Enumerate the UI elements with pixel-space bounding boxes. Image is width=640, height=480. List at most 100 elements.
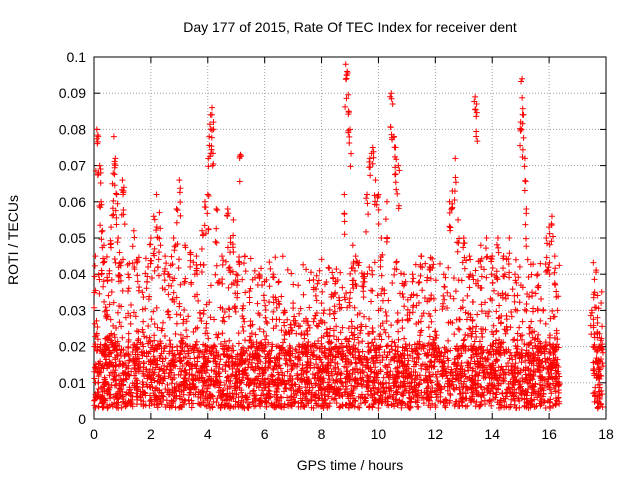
data-point	[308, 269, 315, 276]
data-point	[403, 373, 410, 380]
data-point	[413, 302, 420, 309]
data-point	[94, 336, 101, 343]
data-point	[590, 366, 597, 373]
data-point	[112, 363, 119, 370]
data-point	[531, 336, 538, 343]
data-point	[101, 298, 108, 305]
data-point	[507, 324, 514, 331]
data-point	[240, 367, 247, 374]
data-point	[355, 262, 362, 269]
data-point	[198, 269, 205, 276]
data-point	[109, 403, 116, 410]
data-point	[304, 353, 311, 360]
data-point	[149, 366, 156, 373]
data-point	[489, 253, 496, 260]
data-point	[178, 368, 185, 375]
data-point	[505, 359, 512, 366]
data-point	[500, 255, 507, 262]
data-point	[352, 397, 359, 404]
data-point	[242, 289, 249, 296]
data-point	[160, 319, 167, 326]
data-point	[108, 244, 115, 251]
data-point	[320, 310, 327, 317]
data-point	[177, 371, 184, 378]
data-point	[597, 344, 604, 351]
data-point	[386, 380, 393, 387]
data-point	[338, 340, 345, 347]
data-point	[368, 298, 375, 305]
data-point	[418, 365, 425, 372]
data-point	[209, 104, 216, 111]
data-point	[436, 356, 443, 363]
data-point	[359, 283, 366, 290]
data-point	[311, 315, 318, 322]
data-point	[365, 348, 372, 355]
data-point	[125, 344, 132, 351]
data-point	[371, 192, 378, 199]
data-point	[94, 323, 101, 330]
data-point	[412, 376, 419, 383]
data-point	[480, 369, 487, 376]
data-point	[594, 292, 601, 299]
data-point	[161, 370, 168, 377]
data-point	[392, 170, 399, 177]
data-point	[239, 276, 246, 283]
data-point	[466, 274, 473, 281]
data-point	[405, 357, 412, 364]
data-point	[190, 259, 197, 266]
data-point	[497, 320, 504, 327]
data-point	[175, 386, 182, 393]
data-point	[479, 333, 486, 340]
data-point	[381, 290, 388, 297]
data-point	[402, 374, 409, 381]
data-point	[119, 360, 126, 367]
data-point	[334, 348, 341, 355]
data-point	[342, 103, 349, 110]
data-point	[151, 245, 158, 252]
data-point	[204, 344, 211, 350]
data-point	[345, 325, 352, 332]
data-point	[352, 348, 359, 355]
data-point	[445, 264, 452, 271]
data-point	[201, 377, 208, 384]
data-point	[589, 309, 596, 316]
data-point	[172, 356, 179, 363]
data-point	[134, 383, 141, 390]
data-point	[361, 273, 368, 280]
data-point	[208, 134, 215, 141]
data-point	[368, 150, 375, 157]
data-point	[134, 258, 141, 265]
data-point	[356, 356, 363, 363]
data-point	[418, 327, 425, 334]
data-point	[335, 351, 342, 358]
data-point	[98, 364, 105, 371]
data-point	[114, 200, 121, 207]
data-point	[553, 360, 560, 367]
data-point	[433, 332, 440, 339]
data-point	[456, 316, 463, 323]
data-point	[276, 301, 283, 308]
data-point	[288, 386, 295, 393]
data-point	[348, 150, 355, 157]
data-point	[537, 317, 544, 324]
data-point	[92, 343, 99, 350]
data-point	[399, 290, 406, 297]
data-point	[257, 400, 264, 407]
data-point	[432, 402, 439, 409]
data-point	[553, 341, 560, 348]
data-point	[409, 386, 416, 393]
data-point	[430, 261, 437, 268]
data-point	[320, 375, 327, 382]
data-point	[495, 380, 502, 387]
data-point	[151, 337, 158, 344]
data-point	[389, 279, 396, 286]
data-point	[282, 309, 289, 316]
data-point	[132, 313, 139, 320]
data-point	[219, 343, 226, 350]
data-point	[264, 392, 271, 399]
data-point	[329, 269, 336, 276]
data-point	[94, 132, 101, 139]
data-point	[339, 379, 346, 386]
data-point	[92, 287, 99, 294]
data-point	[145, 338, 152, 345]
